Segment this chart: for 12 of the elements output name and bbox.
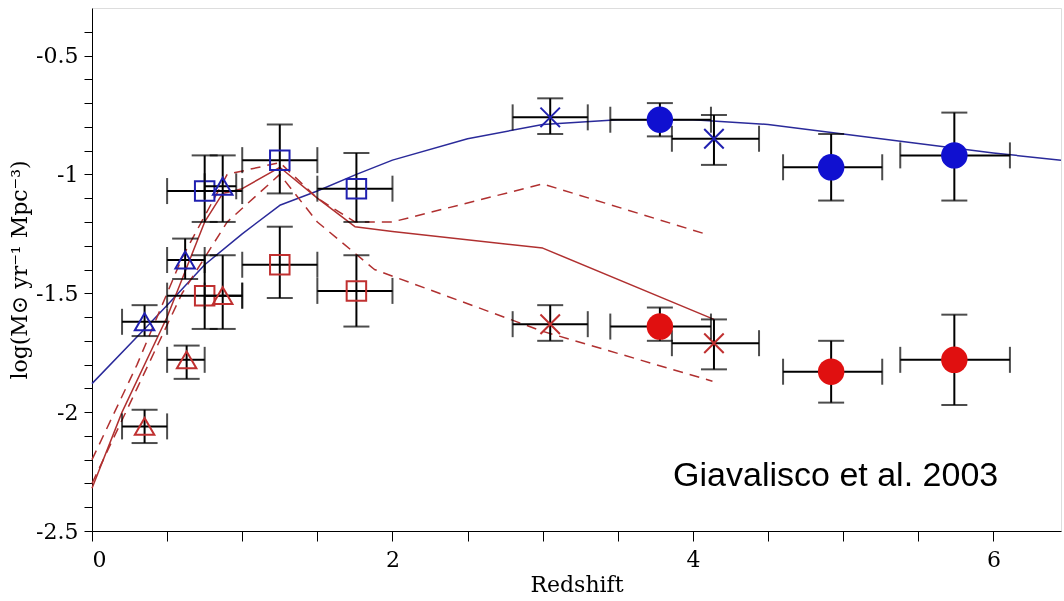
y-tick-label: -2 <box>57 399 79 425</box>
x-tick-label: 6 <box>986 546 1001 572</box>
y-tick-label: -1 <box>57 161 79 187</box>
y-axis-title: log(M⊙ yr⁻¹ Mpc⁻³) <box>7 160 33 380</box>
y-tick-label: -0.5 <box>36 43 79 69</box>
y-tick-label: -2.5 <box>36 518 79 544</box>
annotation: Giavalisco et al. 2003 <box>673 455 999 494</box>
y-tick-label: -1.5 <box>36 280 79 306</box>
x-tick-label: 0 <box>92 546 107 572</box>
x-tick-label: 4 <box>686 546 701 572</box>
x-axis-title: Redshift <box>530 571 624 597</box>
x-tick-label: 2 <box>385 546 400 572</box>
